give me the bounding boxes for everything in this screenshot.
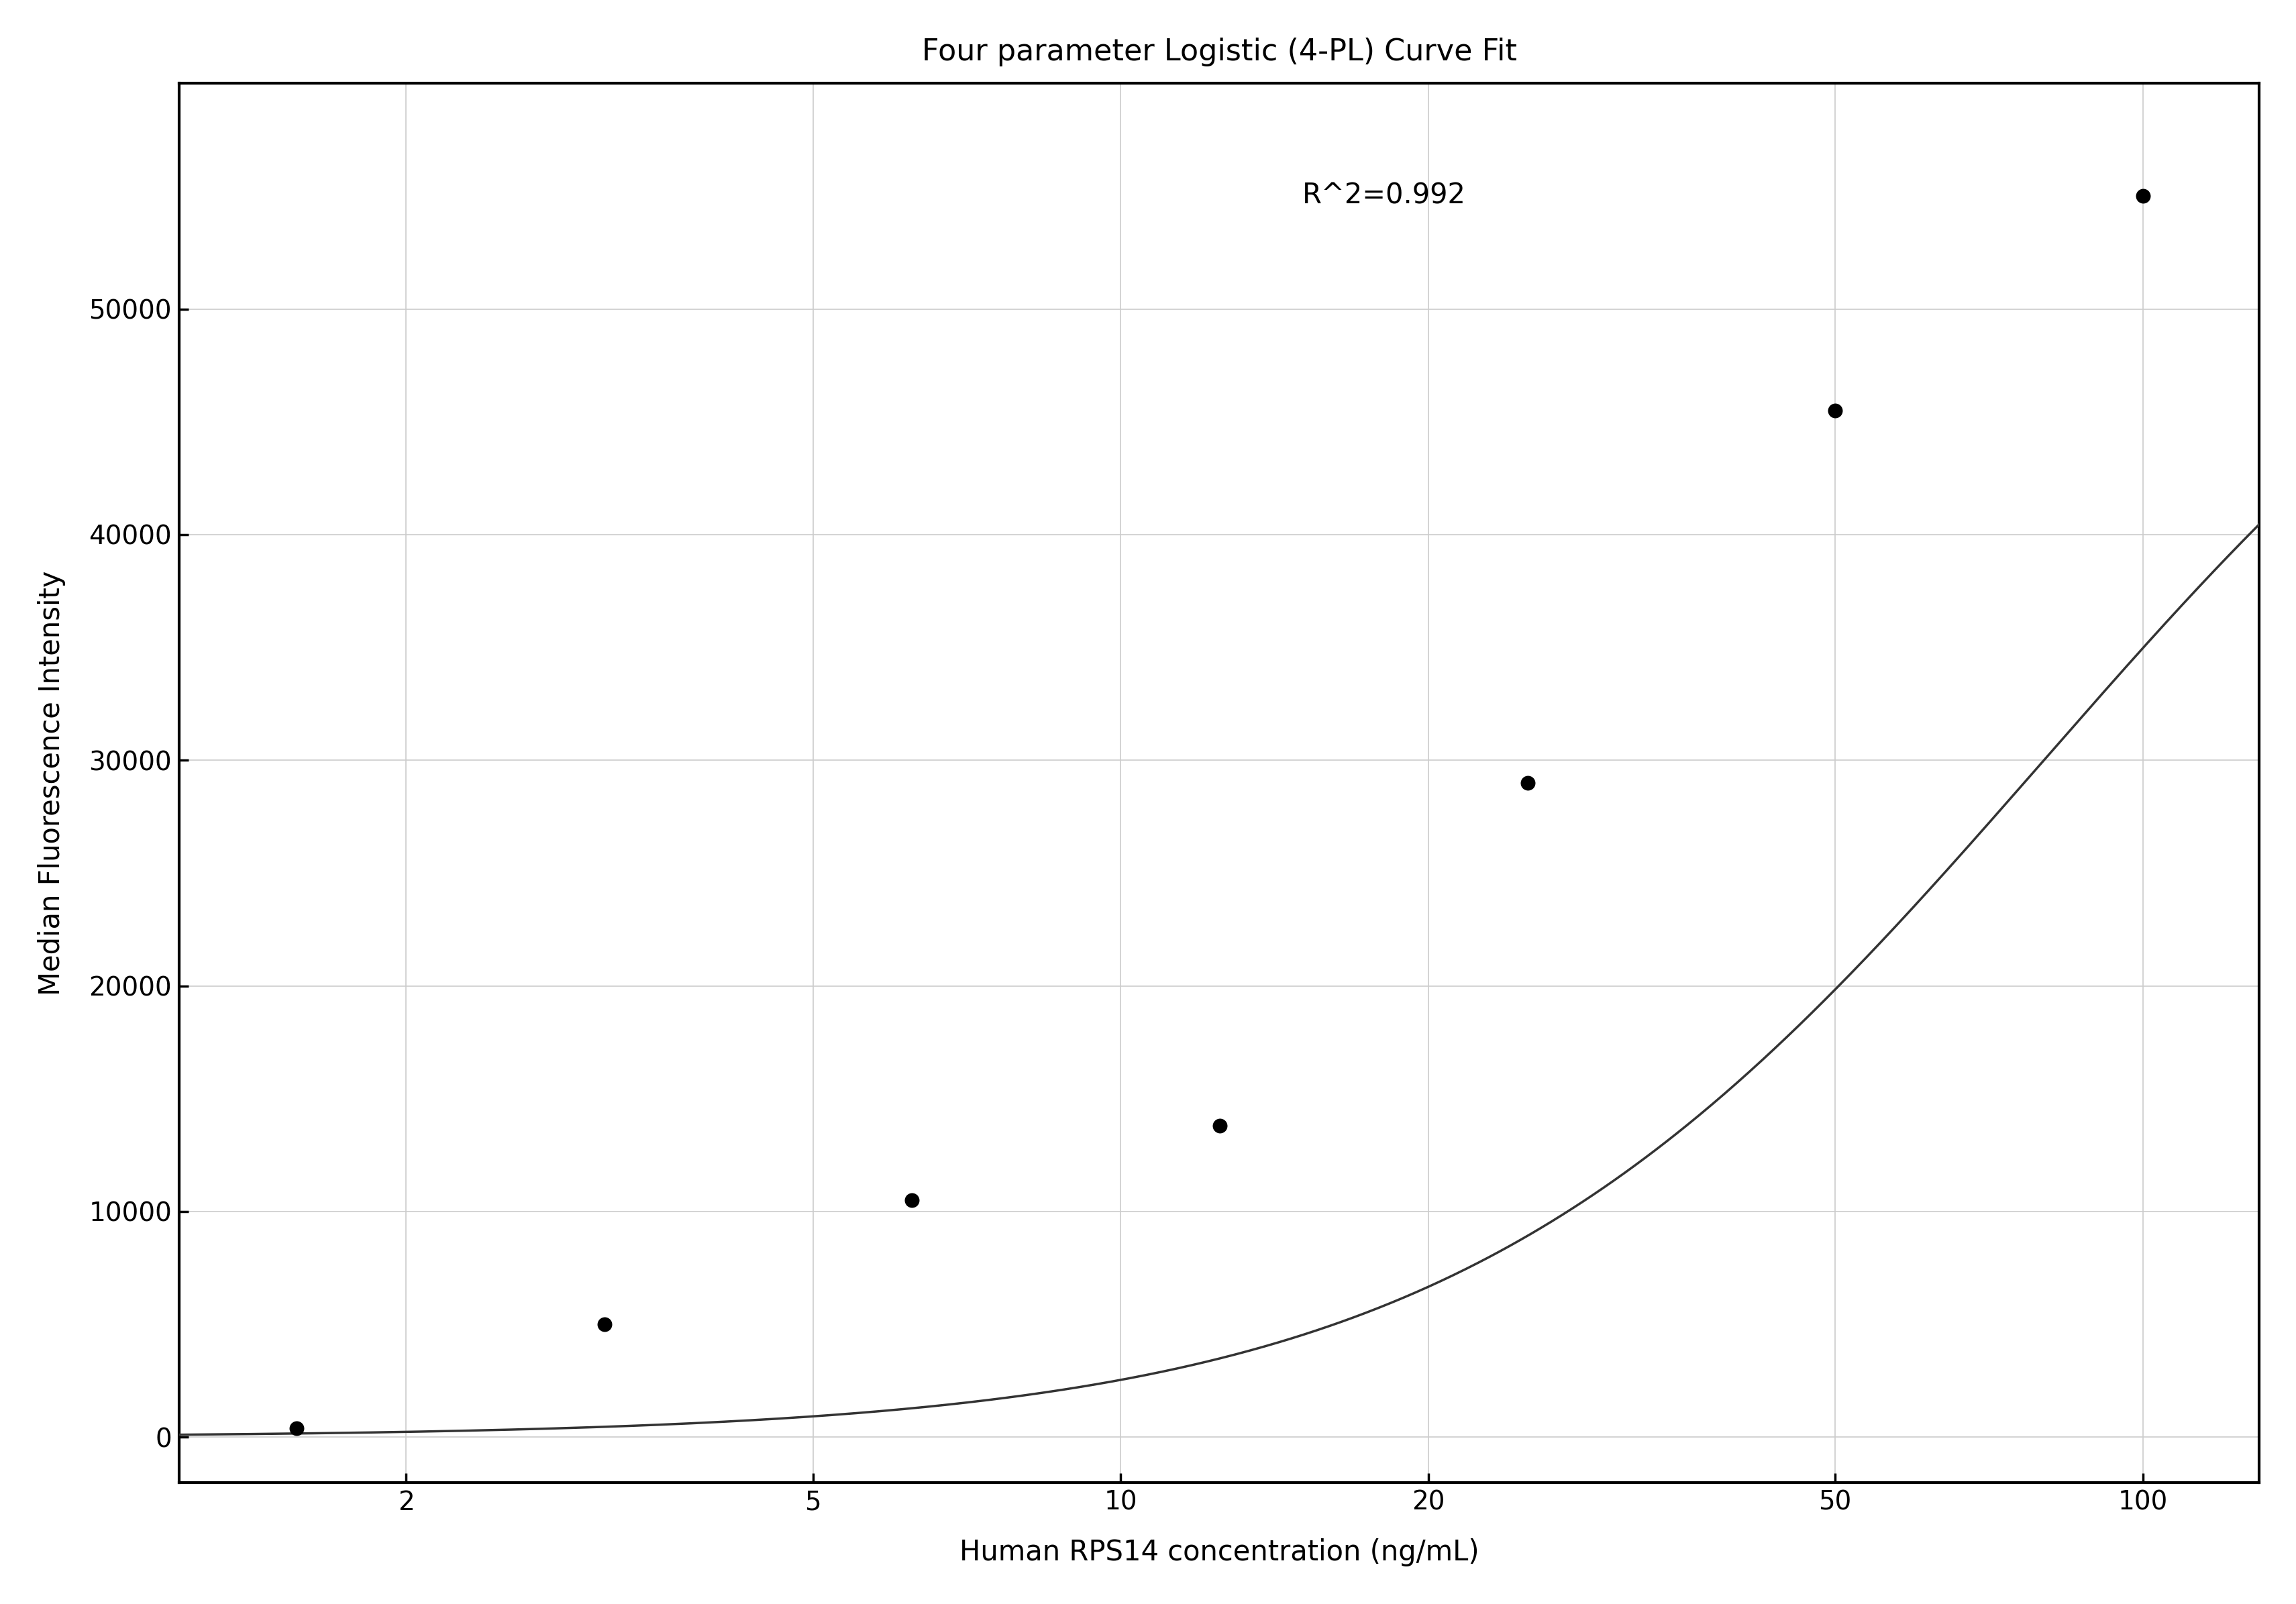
Y-axis label: Median Fluorescence Intensity: Median Fluorescence Intensity (37, 571, 67, 996)
Point (893, 1187, 930, 1213)
Point (585, 1312, 622, 1338)
X-axis label: Human RPS14 concentration (ng/mL): Human RPS14 concentration (ng/mL) (960, 1538, 1479, 1567)
Point (1508, 770, 1545, 796)
Text: R^2=0.992: R^2=0.992 (1302, 181, 1465, 210)
Title: Four parameter Logistic (4-PL) Curve Fit: Four parameter Logistic (4-PL) Curve Fit (921, 37, 1515, 66)
Point (278, 1415, 315, 1440)
Point (2124, 183, 2161, 209)
Point (1816, 398, 1853, 423)
Point (1201, 1113, 1238, 1139)
